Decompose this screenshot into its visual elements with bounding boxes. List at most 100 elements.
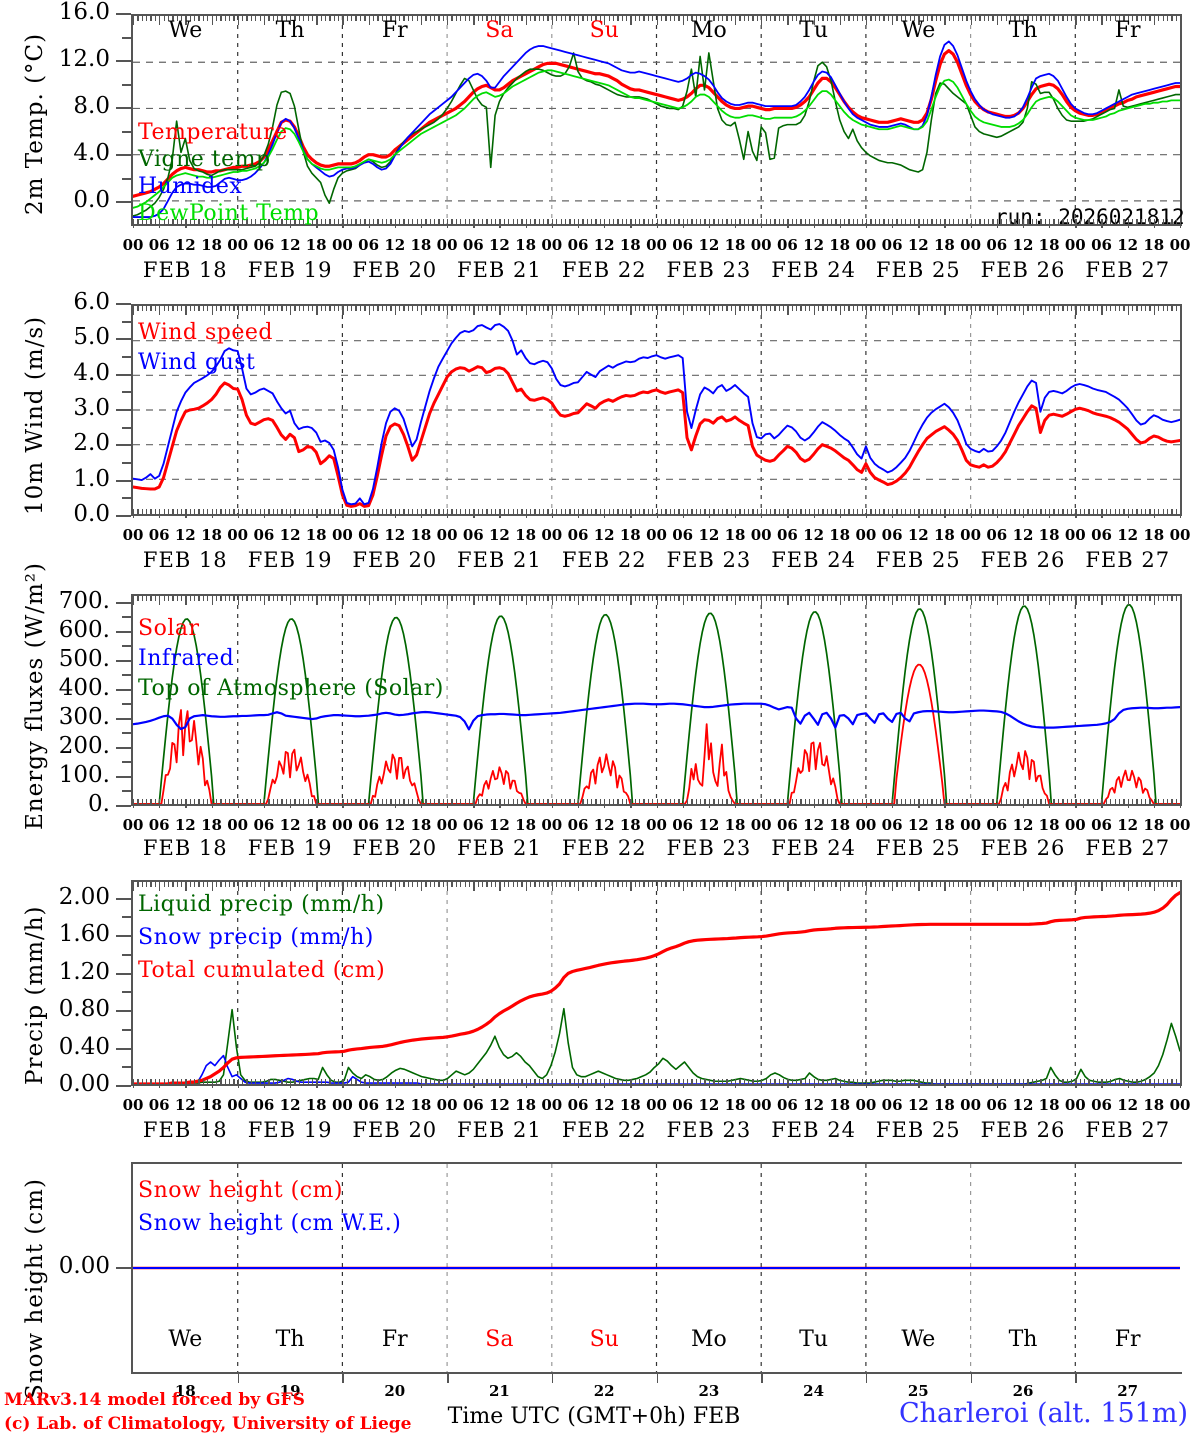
x-date-label: FEB 19	[247, 548, 333, 572]
x-hour-label: 12	[1012, 236, 1034, 254]
x-hour-label: 06	[148, 526, 170, 544]
x-date-label: FEB 22	[561, 548, 647, 572]
y-tick-label: 400.	[58, 674, 110, 701]
footer-location-label: Charleroi (alt. 151m)	[899, 1398, 1188, 1429]
y-minor-tick	[122, 703, 131, 706]
x-hour-label: 18	[515, 816, 537, 834]
x-hour-label: 06	[148, 816, 170, 834]
y-tick-label: 4.0	[73, 359, 110, 386]
x-hour-label: 12	[384, 816, 406, 834]
day-of-week-label: Sa	[485, 1327, 514, 1352]
x-date-label: FEB 26	[980, 548, 1066, 572]
x-tick-rail	[131, 306, 1182, 315]
legend-item-solar: Solar	[138, 616, 200, 641]
x-hour-label: 00	[1169, 816, 1191, 834]
x-day-number-label: 22	[593, 1382, 615, 1400]
x-hour-label: 18	[829, 526, 851, 544]
x-hour-label: 00	[331, 236, 353, 254]
x-date-label: FEB 26	[980, 836, 1066, 860]
x-hour-label: 00	[122, 236, 144, 254]
x-hour-label: 06	[881, 236, 903, 254]
x-major-tick	[761, 1374, 763, 1383]
x-hour-label: 06	[986, 236, 1008, 254]
x-date-label: FEB 19	[247, 836, 333, 860]
x-hour-label: 06	[253, 526, 275, 544]
panel-wind: 10m Wind (m/s) 6.0 5.0 4.0 3.0 2.0 1.0 0.0 00 06…	[0, 289, 1194, 580]
plot-area-snow-height	[131, 1162, 1182, 1374]
axis-label-snow-height: Snow height (cm)	[22, 1178, 48, 1400]
y-minor-tick	[122, 36, 131, 39]
x-hour-label: 18	[829, 816, 851, 834]
x-hour-label: 18	[933, 236, 955, 254]
panel-precipitation: Precip (mm/h) 2.00 1.60 1.20 0.80 0.40 0.00 00…	[0, 860, 1194, 1150]
x-hour-label: 18	[305, 1096, 327, 1114]
x-tick-rail	[131, 882, 1182, 891]
x-date-label: FEB 18	[142, 258, 228, 282]
y-minor-tick	[122, 1066, 131, 1069]
x-hour-label: 12	[384, 236, 406, 254]
x-hour-label: 18	[933, 526, 955, 544]
y-tick-mark	[116, 805, 131, 807]
x-hour-label: 06	[1091, 236, 1112, 254]
x-hour-label: 12	[1012, 1096, 1034, 1114]
x-hour-label: 18	[1038, 816, 1060, 834]
x-hour-label: 18	[619, 1096, 641, 1114]
y-tick-mark	[116, 659, 131, 662]
x-hour-label: 12	[1012, 816, 1034, 834]
y-tick-label: 1.20	[58, 958, 110, 985]
x-hour-label: 06	[776, 526, 798, 544]
x-hour-label: 12	[593, 816, 615, 834]
y-minor-tick	[122, 426, 131, 429]
x-hour-label: 00	[750, 816, 772, 834]
x-hour-label: 18	[829, 1096, 851, 1114]
x-day-number-label: 19	[279, 1382, 301, 1400]
day-of-week-label: Mo	[691, 1327, 727, 1352]
x-hour-label: 06	[253, 236, 275, 254]
x-hour-label: 06	[986, 816, 1008, 834]
y-tick-mark	[116, 338, 131, 341]
x-hour-label: 12	[593, 236, 615, 254]
x-hour-label: 06	[358, 236, 380, 254]
x-date-label: FEB 20	[352, 548, 438, 572]
y-tick-mark	[116, 1047, 131, 1050]
legend-item-vigne-temp: Vigne temp	[138, 147, 271, 172]
x-date-label: FEB 24	[771, 258, 856, 282]
y-tick-mark	[116, 107, 131, 110]
x-hour-label: 18	[619, 526, 641, 544]
x-date-label: FEB 23	[666, 258, 752, 282]
x-tick-rail	[131, 596, 1182, 605]
y-tick-mark	[116, 444, 131, 447]
x-hour-label: 18	[410, 236, 432, 254]
x-hour-label: 18	[515, 236, 537, 254]
legend-item-wind-speed: Wind speed	[138, 320, 274, 345]
x-hour-label: 06	[148, 1096, 170, 1114]
x-hour-label: 06	[986, 1096, 1008, 1114]
y-tick-label: 200.	[58, 732, 110, 759]
x-hour-label: 18	[724, 816, 746, 834]
y-tick-mark	[116, 688, 131, 691]
day-of-week-label: We	[901, 1327, 936, 1352]
x-hour-label: 18	[201, 526, 222, 544]
x-hour-label: 00	[227, 526, 249, 544]
y-tick-mark	[116, 1267, 131, 1269]
x-hour-label: 06	[1091, 816, 1112, 834]
y-tick-mark	[116, 1085, 131, 1087]
x-hour-label: 12	[593, 526, 615, 544]
model-run-label: run: 2026021812	[995, 205, 1185, 229]
x-date-label: FEB 19	[247, 1118, 333, 1142]
x-date-label: FEB 25	[875, 258, 961, 282]
x-date-label: FEB 22	[561, 836, 647, 860]
y-tick-label: 16.0	[58, 0, 110, 25]
legend-item-infrared: Infrared	[138, 646, 235, 671]
x-hour-label: 00	[960, 236, 982, 254]
x-hour-label: 18	[724, 526, 746, 544]
y-minor-tick	[122, 645, 131, 648]
x-day-number-label: 26	[1012, 1382, 1034, 1400]
y-tick-mark	[116, 746, 131, 749]
y-tick-label: 0.40	[58, 1033, 110, 1060]
x-hour-label: 12	[698, 816, 720, 834]
x-hour-label: 00	[227, 1096, 249, 1114]
x-hour-label: 06	[1091, 1096, 1112, 1114]
x-date-label: FEB 26	[980, 258, 1066, 282]
x-hour-label: 06	[672, 816, 694, 834]
